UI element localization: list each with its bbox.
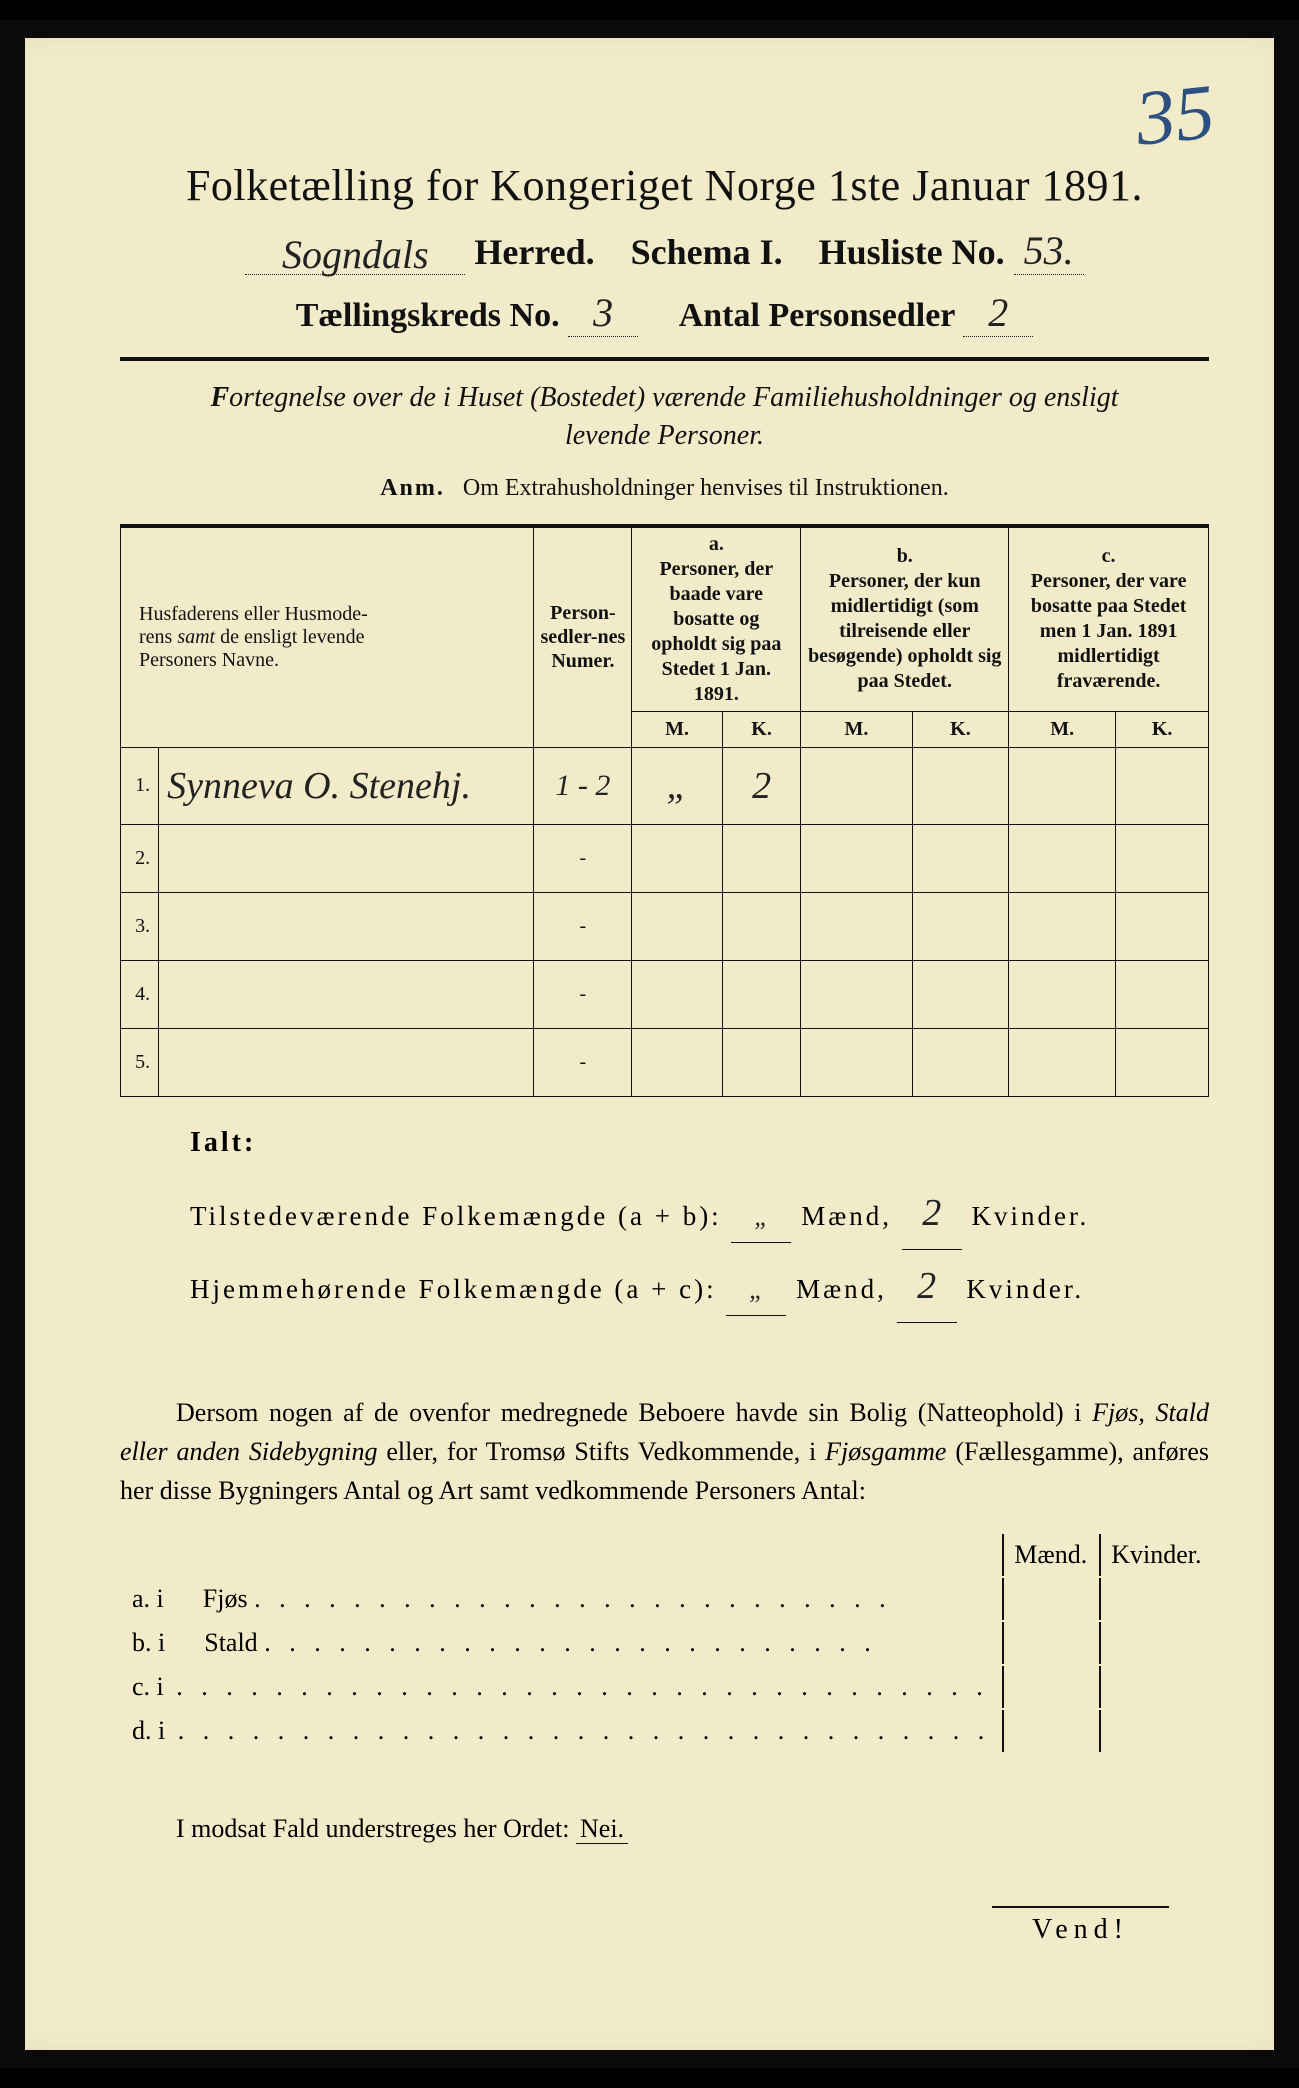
row-a-k: 2 xyxy=(722,747,800,824)
row-person: - xyxy=(534,1028,632,1096)
main-title: Folketælling for Kongeriget Norge 1ste J… xyxy=(120,160,1209,211)
kreds-label: Tællingskreds No. xyxy=(296,297,560,334)
census-table: Husfaderens eller Husmode-rens samt de e… xyxy=(120,524,1209,1097)
header-c-m: M. xyxy=(1009,711,1116,747)
antal-value: 2 xyxy=(988,290,1008,335)
subtitle-body: ortegnelse over de i Huset (Bostedet) væ… xyxy=(229,382,1118,451)
antal-label: Antal Personsedler xyxy=(679,297,955,334)
header-a-text: Personer, der baade vare bosatte og opho… xyxy=(651,558,781,705)
header-a-k: K. xyxy=(722,711,800,747)
row-c-m xyxy=(1009,747,1116,824)
header-c-text: Personer, der vare bosatte paa Stedet me… xyxy=(1031,570,1187,692)
nei-word: Nei. xyxy=(576,1814,628,1844)
bt-row: a. i Fjøs . . . . . . . . . . . . . . . … xyxy=(122,1578,1211,1620)
row-num: 1. xyxy=(121,747,159,824)
row-person: - xyxy=(534,892,632,960)
row-c-k xyxy=(1116,747,1209,824)
header-col-c: c. Personer, der vare bosatte paa Stedet… xyxy=(1009,526,1209,712)
header-line3: Tællingskreds No. 3 Antal Personsedler 2 xyxy=(120,289,1209,337)
header-col-a: a. Personer, der baade vare bosatte og o… xyxy=(632,526,801,712)
anm-text: Om Extrahusholdninger henvises til Instr… xyxy=(463,475,949,501)
row-b-m xyxy=(801,747,912,824)
bt-row: b. i Stald . . . . . . . . . . . . . . .… xyxy=(122,1622,1211,1664)
header-names: Husfaderens eller Husmode-rens samt de e… xyxy=(121,526,534,748)
table-row: 2. - xyxy=(121,824,1209,892)
herred-value: Sogndals xyxy=(282,232,429,277)
row-num: 3. xyxy=(121,892,159,960)
ialt-line-present: Tilstedeværende Folkemængde (a + b): „ M… xyxy=(190,1177,1209,1250)
subtitle-text: Fortegnelse over de i Huset (Bostedet) v… xyxy=(120,379,1209,455)
herred-label: Herred. xyxy=(474,232,594,272)
header-personsedler: Person-sedler-nes Numer. xyxy=(534,526,632,748)
row-num: 4. xyxy=(121,960,159,1028)
table-row: 5. - xyxy=(121,1028,1209,1096)
bt-row: d. i . . . . . . . . . . . . . . . . . .… xyxy=(122,1710,1211,1752)
husliste-label: Husliste No. xyxy=(819,232,1005,272)
header-c-k: K. xyxy=(1116,711,1209,747)
rule-divider xyxy=(120,357,1209,361)
header-b-text: Personer, der kun midlertidigt (som tilr… xyxy=(808,570,1001,692)
bt-header-kvinder: Kvinder. xyxy=(1099,1534,1211,1576)
ialt-line-resident: Hjemmehørende Folkemængde (a + c): „ Mæn… xyxy=(190,1250,1209,1323)
anm-label: Anm. xyxy=(380,475,445,501)
vend-footer: Vend! xyxy=(120,1914,1209,1946)
ialt-section: Ialt: Tilstedeværende Folkemængde (a + b… xyxy=(120,1127,1209,1323)
row-num: 2. xyxy=(121,824,159,892)
census-form-page: 35 Folketælling for Kongeriget Norge 1st… xyxy=(0,20,1299,2068)
schema-label: Schema I. xyxy=(631,232,783,272)
outbuilding-table: Mænd. Kvinder. a. i Fjøs . . . . . . . .… xyxy=(120,1532,1213,1754)
header-b-m: M. xyxy=(801,711,912,747)
kreds-value: 3 xyxy=(593,290,613,335)
bt-row: c. i . . . . . . . . . . . . . . . . . .… xyxy=(122,1666,1211,1708)
bottom-paragraph: Dersom nogen af de ovenfor medregnede Be… xyxy=(120,1393,1209,1510)
row-name xyxy=(159,892,534,960)
ialt-label: Ialt: xyxy=(190,1127,1209,1159)
header-b-k: K. xyxy=(912,711,1009,747)
header-a-m: M. xyxy=(632,711,723,747)
header-col-b: b. Personer, der kun midlertidigt (som t… xyxy=(801,526,1009,712)
row-person: 1 - 2 xyxy=(534,747,632,824)
husliste-value: 53. xyxy=(1024,228,1074,273)
table-row: 4. - xyxy=(121,960,1209,1028)
table-row: 1. Synneva O. Stenehj. 1 - 2 „ 2 xyxy=(121,747,1209,824)
row-num: 5. xyxy=(121,1028,159,1096)
page-number-handwritten: 35 xyxy=(1132,66,1219,164)
row-name xyxy=(159,1028,534,1096)
header-line2: Sogndals Herred. Schema I. Husliste No. … xyxy=(120,227,1209,275)
row-person: - xyxy=(534,824,632,892)
anm-line: Anm. Om Extrahusholdninger henvises til … xyxy=(120,475,1209,502)
table-row: 3. - xyxy=(121,892,1209,960)
row-b-k xyxy=(912,747,1009,824)
row-person: - xyxy=(534,960,632,1028)
row-name: Synneva O. Stenehj. xyxy=(159,747,534,824)
row-name xyxy=(159,824,534,892)
nei-line: I modsat Fald understreges her Ordet: Ne… xyxy=(120,1814,1209,1844)
row-a-m: „ xyxy=(632,747,723,824)
bt-header-maend: Mænd. xyxy=(1002,1534,1097,1576)
row-name xyxy=(159,960,534,1028)
